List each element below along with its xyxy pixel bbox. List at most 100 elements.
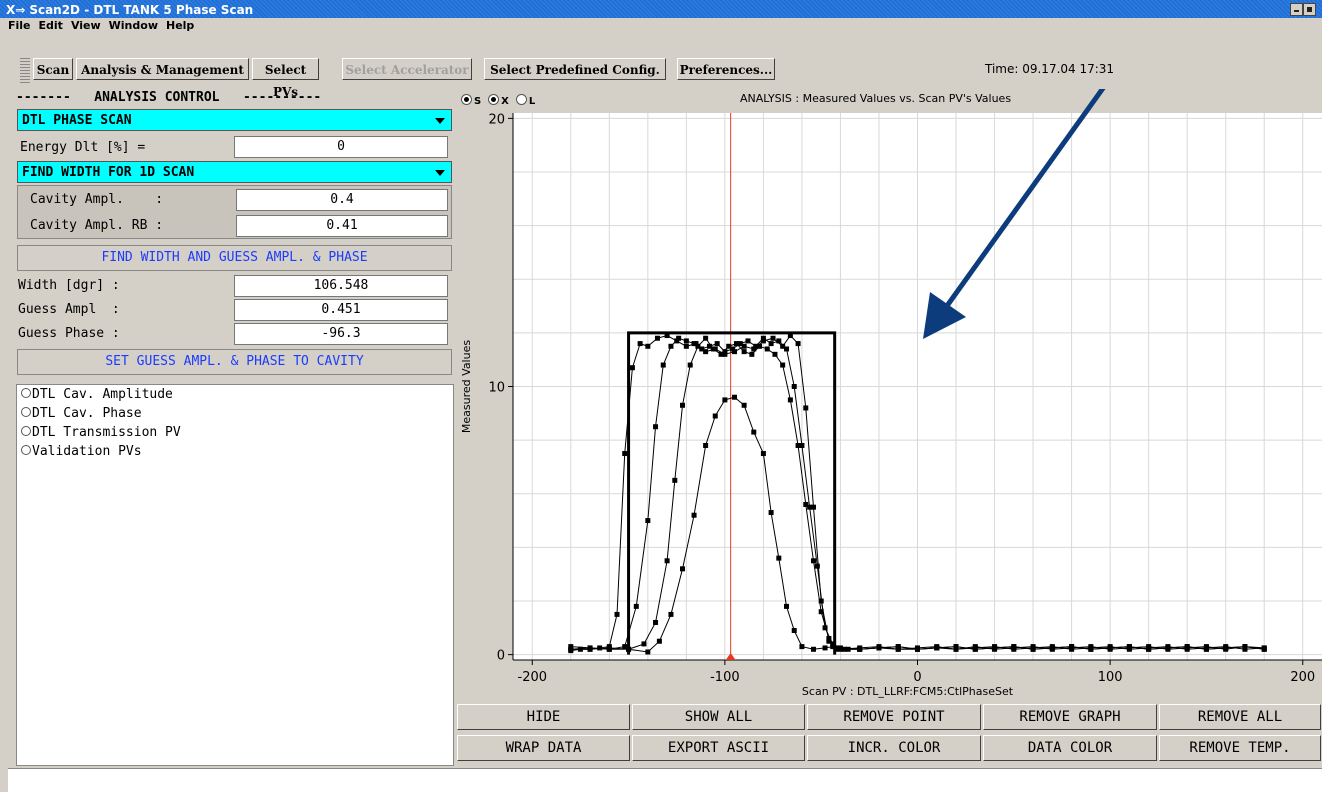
remove-temp-button[interactable]: REMOVE TEMP. (1159, 735, 1321, 761)
radio-l[interactable] (515, 94, 527, 105)
data-point (830, 644, 836, 650)
data-point (732, 349, 738, 355)
data-point (934, 644, 940, 650)
annotation-arrowhead-icon (923, 292, 966, 339)
data-point (606, 646, 612, 652)
menu-help[interactable]: Help (165, 19, 195, 32)
maximize-icon[interactable] (1303, 3, 1316, 16)
data-point (668, 611, 674, 617)
expand-icon[interactable] (21, 445, 31, 455)
data-point (695, 343, 701, 349)
cavity-ampl-rb-field: 0.41 (236, 215, 448, 237)
data-point (645, 649, 651, 655)
data-point (706, 343, 712, 349)
expand-icon[interactable] (21, 426, 31, 436)
set-guess-button[interactable]: SET GUESS AMPL. & PHASE TO CAVITY (17, 349, 452, 375)
expand-icon[interactable] (21, 388, 31, 398)
data-point (753, 343, 759, 349)
data-point (784, 346, 790, 352)
data-point (568, 646, 574, 652)
guess-phase-label: Guess Phase : (18, 326, 120, 341)
scan-type-dropdown[interactable]: DTL PHASE SCAN (17, 109, 452, 131)
x-tick-label: 0 (913, 670, 921, 685)
width-label: Width [dgr] : (18, 278, 120, 293)
data-point (1184, 646, 1190, 652)
find-width-button[interactable]: FIND WIDTH AND GUESS AMPL. & PHASE (17, 245, 452, 271)
data-point (822, 625, 828, 631)
menu-window[interactable]: Window (108, 19, 158, 32)
data-point (972, 645, 978, 651)
data-point (1165, 644, 1171, 650)
data-point (1011, 646, 1017, 652)
remove-point-button[interactable]: REMOVE POINT (807, 704, 981, 730)
y-axis-label: Measured Values (460, 340, 473, 433)
data-point (818, 609, 824, 615)
data-point (732, 394, 738, 400)
data-color-button[interactable]: DATA COLOR (983, 735, 1157, 761)
analysis-management-button[interactable]: Analysis & Management (76, 58, 249, 80)
tree-item-validation-pvs[interactable]: Validation PVs (21, 442, 142, 462)
select-pvs-button[interactable]: Select PVs (252, 58, 319, 99)
cavity-ampl-label: Cavity Ampl. : (30, 192, 164, 207)
tree-item-dtl-transmission-pv[interactable]: DTL Transmission PV (21, 423, 181, 443)
hide-button[interactable]: HIDE (457, 704, 630, 730)
remove-all-button[interactable]: REMOVE ALL (1159, 704, 1321, 730)
chevron-down-icon (435, 118, 445, 124)
data-point (757, 343, 763, 349)
menu-bar: File Edit View Window Help (0, 18, 1322, 34)
cavity-ampl-field[interactable]: 0.4 (236, 189, 448, 211)
menu-view[interactable]: View (70, 19, 101, 32)
remove-graph-button[interactable]: REMOVE GRAPH (983, 704, 1157, 730)
data-point (803, 405, 809, 411)
export-ascii-button[interactable]: EXPORT ASCII (632, 735, 805, 761)
data-point (787, 397, 793, 403)
wrap-data-button[interactable]: WRAP DATA (457, 735, 630, 761)
radio-x[interactable] (488, 94, 500, 105)
graph-radio-group: S X L (461, 93, 535, 107)
data-point (826, 636, 832, 642)
data-point (1069, 646, 1075, 652)
data-point (710, 346, 716, 352)
data-point (691, 512, 697, 518)
data-point (770, 335, 776, 341)
x-tick-label: 200 (1290, 670, 1315, 685)
data-point (857, 645, 863, 651)
cavity-ampl-rb-label: Cavity Ampl. RB : (30, 218, 164, 233)
preferences-button[interactable]: Preferences... (677, 58, 775, 80)
window-controls (1290, 3, 1316, 16)
energy-field[interactable]: 0 (234, 136, 448, 158)
data-point (691, 341, 697, 347)
data-point (845, 646, 851, 652)
data-point (680, 566, 686, 572)
menu-edit[interactable]: Edit (38, 19, 63, 32)
expand-icon[interactable] (21, 407, 31, 417)
data-point (629, 365, 635, 371)
algorithm-dropdown[interactable]: FIND WIDTH FOR 1D SCAN (17, 161, 452, 183)
incr-color-button[interactable]: INCR. COLOR (807, 735, 981, 761)
data-point (641, 641, 647, 647)
select-predefined-config-button[interactable]: Select Predefined Config. (484, 58, 666, 80)
show-all-button[interactable]: SHOW ALL (632, 704, 805, 730)
scan-button[interactable]: Scan (33, 58, 73, 80)
data-point (1107, 644, 1113, 650)
toolbar-grip-icon[interactable] (20, 57, 30, 83)
data-point (814, 563, 820, 569)
tree-item-dtl-cav-amplitude[interactable]: DTL Cav. Amplitude (21, 385, 173, 405)
data-point (760, 338, 766, 344)
data-point (1184, 644, 1190, 650)
minimize-icon[interactable] (1290, 3, 1303, 16)
data-point (795, 442, 801, 448)
data-point (626, 646, 632, 652)
data-point (722, 351, 728, 357)
data-point (837, 646, 843, 652)
data-point (683, 338, 689, 344)
data-point (799, 442, 805, 448)
x-axis-label: Scan PV : DTL_LLRF:FCM5:CtlPhaseSet (802, 685, 1014, 698)
data-point (737, 341, 743, 347)
menu-file[interactable]: File (8, 19, 31, 32)
data-point (1146, 645, 1152, 651)
data-point (568, 644, 574, 650)
tree-item-dtl-cav-phase[interactable]: DTL Cav. Phase (21, 404, 142, 424)
data-point (992, 644, 998, 650)
radio-s[interactable] (461, 94, 472, 105)
